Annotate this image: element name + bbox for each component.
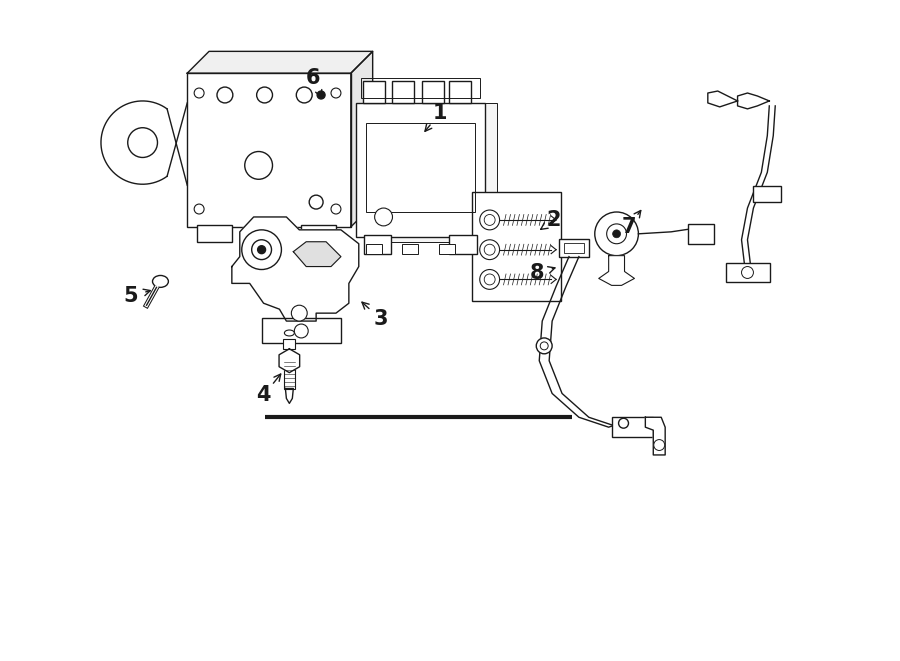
Text: 4: 4 — [256, 385, 271, 405]
Circle shape — [374, 208, 392, 226]
Circle shape — [653, 440, 665, 451]
Circle shape — [536, 338, 552, 354]
Bar — [422, 81, 444, 103]
Circle shape — [217, 87, 233, 103]
Text: 3: 3 — [374, 309, 388, 329]
Circle shape — [480, 270, 500, 290]
Bar — [559, 239, 589, 256]
Bar — [356, 103, 485, 237]
Polygon shape — [707, 91, 738, 107]
Polygon shape — [351, 52, 373, 227]
Bar — [688, 224, 714, 244]
Polygon shape — [285, 389, 293, 403]
Circle shape — [317, 91, 325, 99]
Polygon shape — [645, 417, 665, 455]
Text: 2: 2 — [547, 210, 562, 230]
Bar — [197, 225, 232, 242]
Polygon shape — [279, 349, 300, 373]
Bar — [753, 186, 781, 202]
Bar — [363, 81, 384, 103]
Circle shape — [484, 214, 495, 225]
Bar — [449, 235, 477, 254]
Circle shape — [484, 274, 495, 285]
Bar — [262, 318, 341, 343]
Ellipse shape — [284, 330, 294, 336]
Circle shape — [480, 240, 500, 260]
Bar — [402, 244, 418, 254]
Circle shape — [194, 204, 204, 214]
Text: 1: 1 — [433, 103, 447, 123]
Circle shape — [194, 88, 204, 98]
Text: 6: 6 — [306, 68, 320, 88]
Circle shape — [245, 151, 273, 179]
Circle shape — [294, 324, 308, 338]
Circle shape — [742, 266, 753, 278]
Bar — [472, 192, 561, 301]
Circle shape — [540, 342, 548, 350]
Bar — [365, 244, 382, 254]
Circle shape — [484, 244, 495, 255]
Bar — [392, 81, 414, 103]
Circle shape — [480, 210, 500, 230]
Bar — [284, 361, 295, 389]
Circle shape — [252, 240, 272, 260]
Circle shape — [618, 418, 628, 428]
Bar — [449, 81, 471, 103]
Circle shape — [128, 128, 158, 157]
Bar — [187, 73, 351, 227]
Circle shape — [256, 87, 273, 103]
Bar — [302, 225, 336, 242]
Bar — [364, 235, 392, 254]
Circle shape — [296, 87, 312, 103]
Ellipse shape — [152, 276, 168, 288]
Bar — [368, 103, 497, 242]
Text: 7: 7 — [621, 217, 635, 237]
Circle shape — [310, 195, 323, 209]
Text: 5: 5 — [123, 286, 138, 306]
Bar — [284, 339, 295, 349]
Bar — [564, 243, 584, 253]
Polygon shape — [187, 52, 373, 73]
Polygon shape — [293, 242, 341, 266]
Circle shape — [331, 204, 341, 214]
Text: 8: 8 — [530, 264, 544, 284]
Bar — [439, 244, 455, 254]
Circle shape — [292, 305, 307, 321]
Polygon shape — [232, 217, 359, 321]
Bar — [365, 123, 475, 212]
Circle shape — [607, 224, 626, 244]
Circle shape — [331, 88, 341, 98]
Circle shape — [595, 212, 638, 256]
Circle shape — [242, 230, 282, 270]
Circle shape — [613, 230, 621, 238]
Bar — [361, 78, 480, 98]
Polygon shape — [738, 93, 770, 109]
Polygon shape — [598, 256, 634, 286]
Bar — [725, 262, 770, 282]
Bar — [612, 417, 653, 437]
Circle shape — [257, 246, 266, 254]
